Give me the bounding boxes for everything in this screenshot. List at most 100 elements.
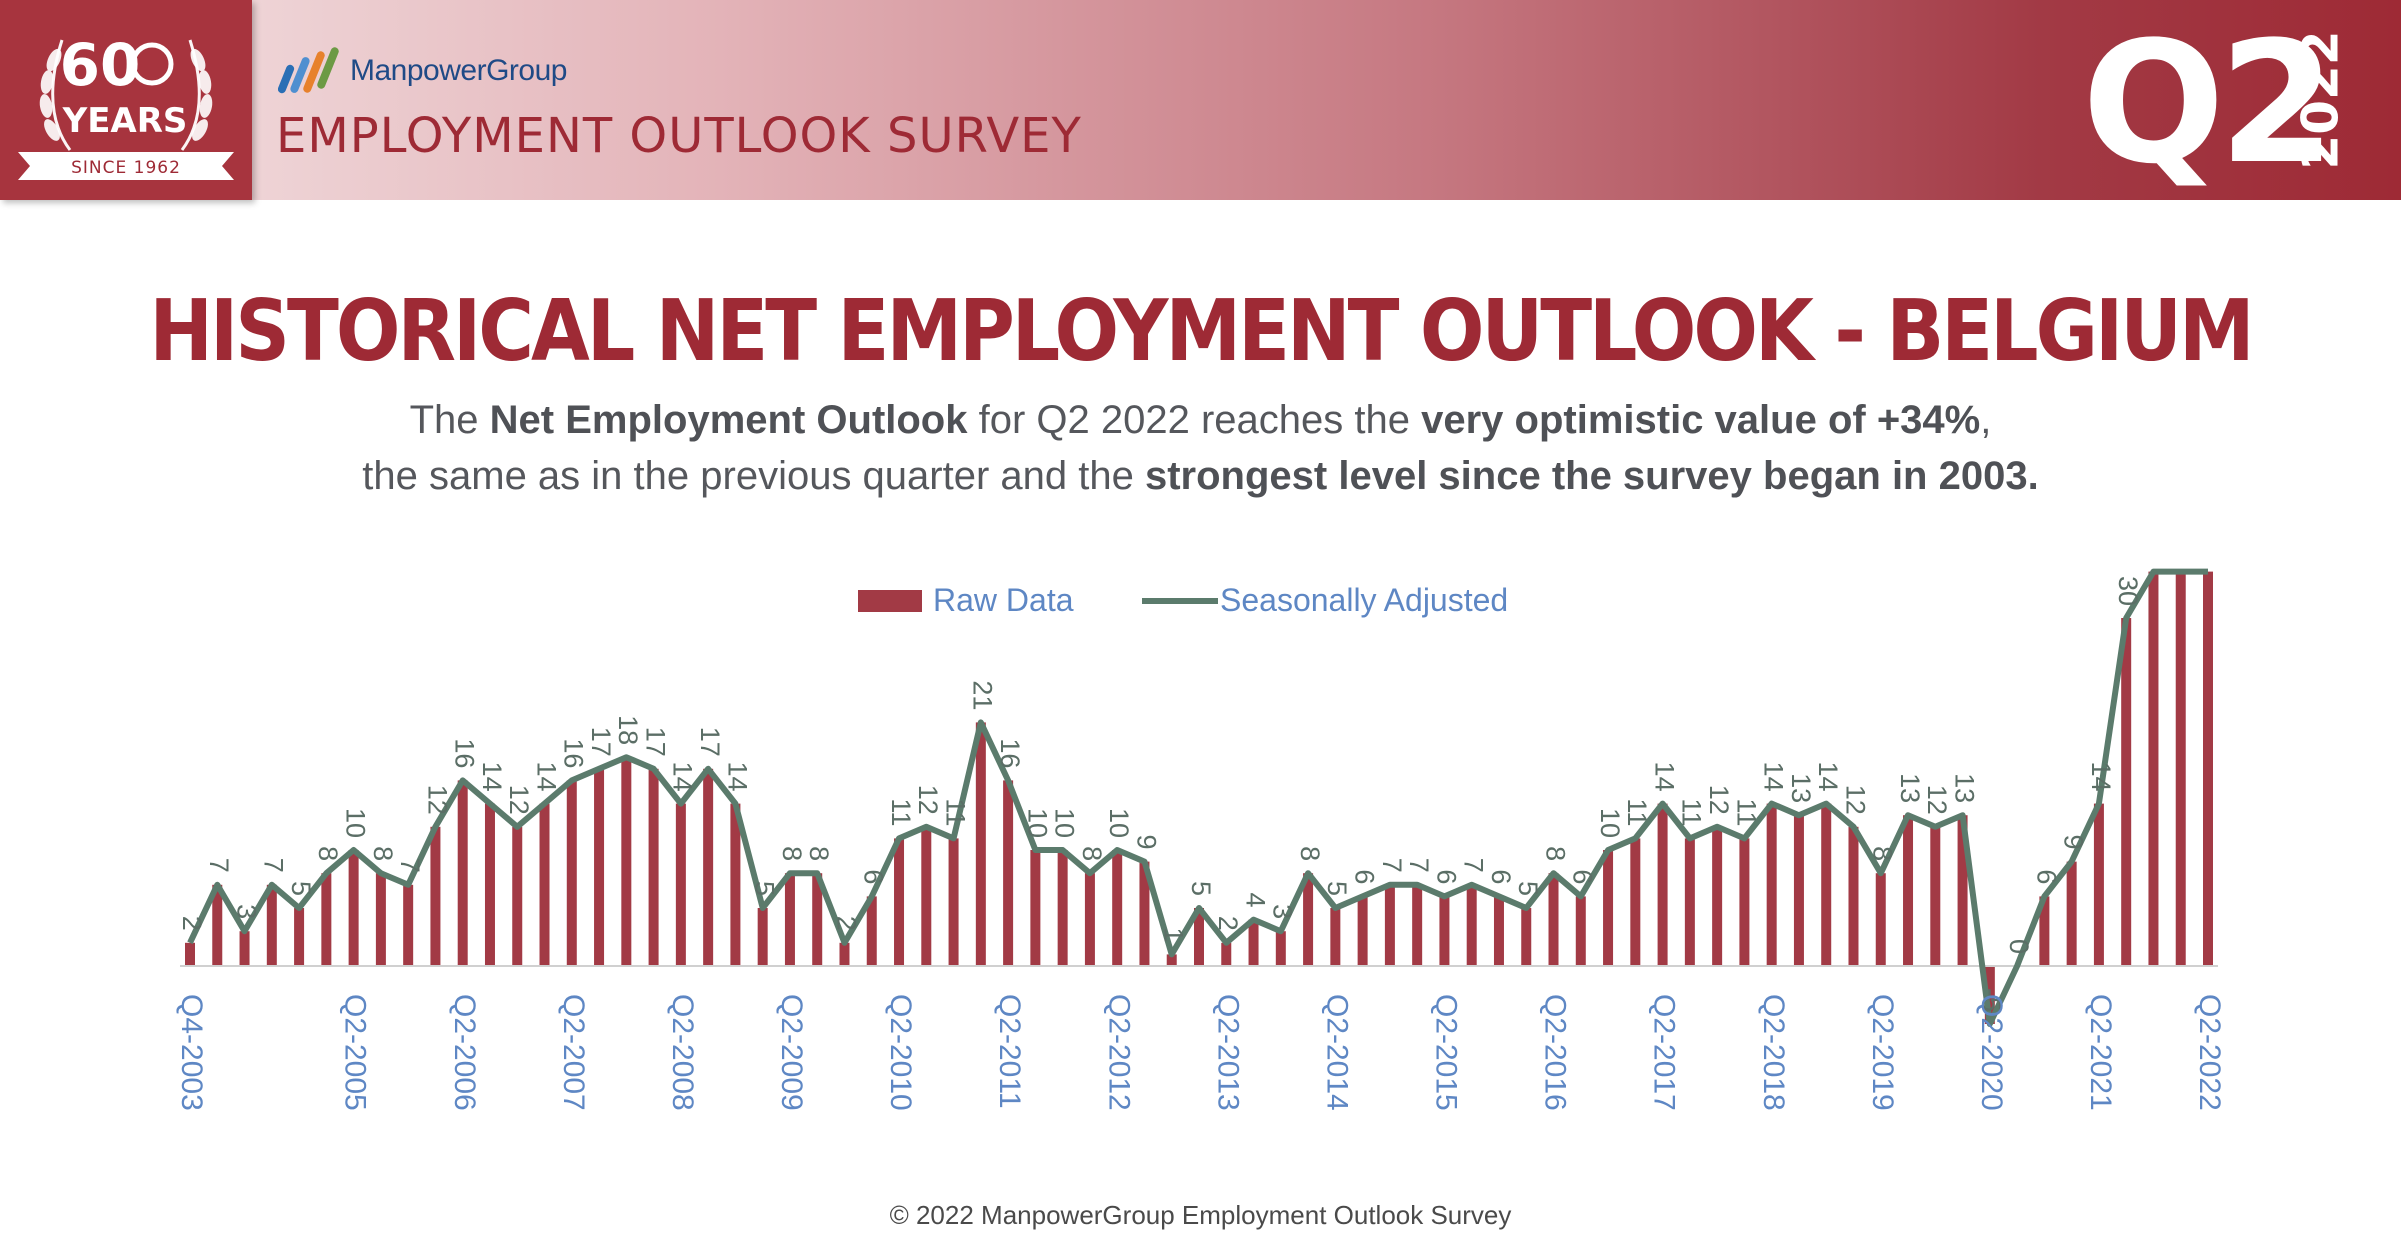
bar-Q1-2016 bbox=[1521, 908, 1532, 966]
bar-Q3-2018 bbox=[1793, 815, 1804, 966]
data-label-Q3-2020: 0 bbox=[2004, 939, 2034, 954]
x-tick-Q2-2018: Q2-2018 bbox=[1757, 994, 1790, 1111]
x-tick-Q2-2013: Q2-2013 bbox=[1211, 994, 1244, 1111]
data-label-Q2-2011: 16 bbox=[995, 738, 1025, 768]
bar-Q2-2022 bbox=[2203, 571, 2213, 966]
x-tick-Q2-2022: Q2-2022 bbox=[2193, 994, 2226, 1111]
x-tick-Q2-2008: Q2-2008 bbox=[666, 994, 699, 1111]
bar-Q2-2005 bbox=[348, 850, 359, 966]
bar-Q2-2017 bbox=[1657, 803, 1668, 966]
data-label-Q1-2013: 5 bbox=[1186, 881, 1216, 896]
x-axis-tick-labels: Q4-2003 Q2-2005 Q2-2006 Q2-2007 Q2-2008 Q2-20… bbox=[175, 994, 2226, 1111]
data-label-Q4-2004: 5 bbox=[286, 881, 316, 896]
data-label-Q3-2005: 8 bbox=[368, 846, 398, 861]
bar-Q4-2005 bbox=[403, 884, 414, 966]
data-label-Q4-2017: 12 bbox=[1704, 785, 1734, 815]
data-label-Q3-2017: 11 bbox=[1677, 798, 1707, 826]
bar-Q3-2009 bbox=[812, 873, 823, 966]
x-tick-Q2-2005: Q2-2005 bbox=[339, 994, 372, 1111]
data-label-Q3-2007: 17 bbox=[586, 727, 616, 757]
data-label-Q3-2018: 13 bbox=[1786, 773, 1816, 803]
data-label-Q4-2005: 7 bbox=[395, 858, 425, 873]
subtitle-bold: very optimistic value of +34% bbox=[1421, 398, 1981, 442]
bar-Q1-2004 bbox=[212, 884, 223, 966]
bar-Q1-2019 bbox=[1848, 826, 1859, 966]
subtitle-bold: strongest level since the survey began i… bbox=[1144, 454, 2039, 498]
data-label-Q3-2009: 8 bbox=[804, 846, 834, 861]
legend-label-sa: Seasonally Adjusted bbox=[1220, 582, 1508, 618]
bar-Q4-2014 bbox=[1384, 884, 1395, 966]
page-title: HISTORICAL NET EMPLOYMENT OUTLOOK - BELG… bbox=[149, 280, 2254, 381]
bar-Q1-2021 bbox=[2066, 861, 2077, 966]
data-label-Q2-2009: 8 bbox=[777, 846, 807, 861]
data-label-Q1-2014: 8 bbox=[1295, 846, 1325, 861]
brand-name: ManpowerGroup bbox=[350, 54, 567, 87]
data-label-Q3-2008: 17 bbox=[695, 727, 725, 757]
data-label-Q4-2003: 2 bbox=[177, 916, 207, 931]
bar-Q1-2006 bbox=[430, 826, 441, 966]
bar-Q2-2014 bbox=[1330, 908, 1341, 966]
data-labels: 2737581087121614121416171817141714588261… bbox=[177, 576, 2143, 1012]
bar-Q2-2009 bbox=[784, 873, 795, 966]
bar-Q4-2019 bbox=[1930, 826, 1941, 966]
data-label-Q3-2010: 12 bbox=[913, 785, 943, 815]
bar-Q1-2018 bbox=[1739, 838, 1750, 966]
bar-Q3-2004 bbox=[266, 884, 277, 966]
footer-copyright: © 2022 ManpowerGroup Employment Outlook … bbox=[889, 1200, 1512, 1230]
x-tick-Q2-2009: Q2-2009 bbox=[775, 994, 808, 1111]
legend-swatch-raw bbox=[858, 590, 922, 612]
data-label-Q1-2019: 12 bbox=[1840, 785, 1870, 815]
data-label-Q4-2013: 3 bbox=[1268, 904, 1298, 919]
bar-Q1-2005 bbox=[321, 873, 332, 966]
data-label-Q2-2018: 14 bbox=[1759, 762, 1789, 792]
data-label-Q2-2014: 5 bbox=[1322, 881, 1352, 896]
subtitle-text: The bbox=[409, 398, 490, 442]
outlook-chart: Raw Data Seasonally Adjusted 273758108712… bbox=[175, 568, 2226, 1111]
bar-Q4-2015 bbox=[1493, 896, 1504, 966]
bar-Q2-2006 bbox=[457, 780, 468, 966]
data-label-Q1-2007: 14 bbox=[531, 762, 561, 792]
data-label-Q2-2010: 11 bbox=[886, 798, 916, 826]
bar-Q1-2014 bbox=[1303, 873, 1314, 966]
data-label-Q4-2014: 7 bbox=[1377, 858, 1407, 873]
header-banner bbox=[0, 0, 2401, 200]
data-label-Q3-2015: 7 bbox=[1459, 858, 1489, 873]
year-label-wrap: 2022 bbox=[2292, 0, 2350, 200]
bar-Q3-2007 bbox=[594, 768, 605, 966]
data-label-Q4-2018: 14 bbox=[1813, 762, 1843, 792]
data-label-Q1-2020: 13 bbox=[1949, 773, 1979, 803]
data-label-Q3-2004: 7 bbox=[259, 858, 289, 873]
subtitle-bold: Net Employment Outlook bbox=[489, 398, 968, 442]
bar-Q2-2004 bbox=[239, 931, 250, 966]
data-label-Q3-2014: 6 bbox=[1349, 869, 1379, 884]
bar-Q4-2003 bbox=[185, 942, 195, 966]
bar-Q2-2019 bbox=[1875, 873, 1886, 966]
bar-Q3-2012 bbox=[1139, 861, 1150, 966]
x-tick-Q2-2014: Q2-2014 bbox=[1320, 994, 1353, 1111]
data-label-Q1-2010: 6 bbox=[859, 869, 889, 884]
data-label-Q3-2011: 10 bbox=[1022, 808, 1052, 838]
data-label-Q1-2016: 5 bbox=[1513, 881, 1543, 896]
data-label-Q1-2009: 5 bbox=[750, 881, 780, 896]
subtitle-text: the same as in the previous quarter and … bbox=[362, 454, 1145, 498]
bar-Q3-2006 bbox=[484, 803, 495, 966]
x-tick-Q2-2015: Q2-2015 bbox=[1430, 994, 1463, 1111]
bar-Q2-2013 bbox=[1221, 942, 1232, 966]
data-label-Q2-2016: 8 bbox=[1540, 846, 1570, 861]
data-label-Q4-2015: 6 bbox=[1486, 869, 1516, 884]
data-label-Q3-2013: 4 bbox=[1240, 893, 1270, 908]
x-tick-Q2-2007: Q2-2007 bbox=[557, 994, 590, 1111]
bar-Q3-2017 bbox=[1684, 838, 1695, 966]
bar-Q4-2016 bbox=[1603, 850, 1614, 966]
bar-Q1-2022 bbox=[2175, 571, 2186, 966]
laurel-wreath-icon: 60 YEARS SINCE 1962 bbox=[18, 31, 234, 180]
data-label-Q1-2004: 7 bbox=[204, 858, 234, 873]
bar-Q1-2009 bbox=[757, 908, 768, 966]
anniversary-badge: 60 YEARS SINCE 1962 bbox=[0, 0, 252, 200]
bar-Q4-2007 bbox=[621, 757, 632, 966]
x-tick-Q4-2003: Q4-2003 bbox=[175, 994, 208, 1111]
data-label-Q1-2018: 11 bbox=[1731, 798, 1761, 826]
bar-Q1-2017 bbox=[1630, 838, 1641, 966]
data-label-Q2-2006: 16 bbox=[450, 738, 480, 768]
bar-Q3-2010 bbox=[921, 826, 932, 966]
